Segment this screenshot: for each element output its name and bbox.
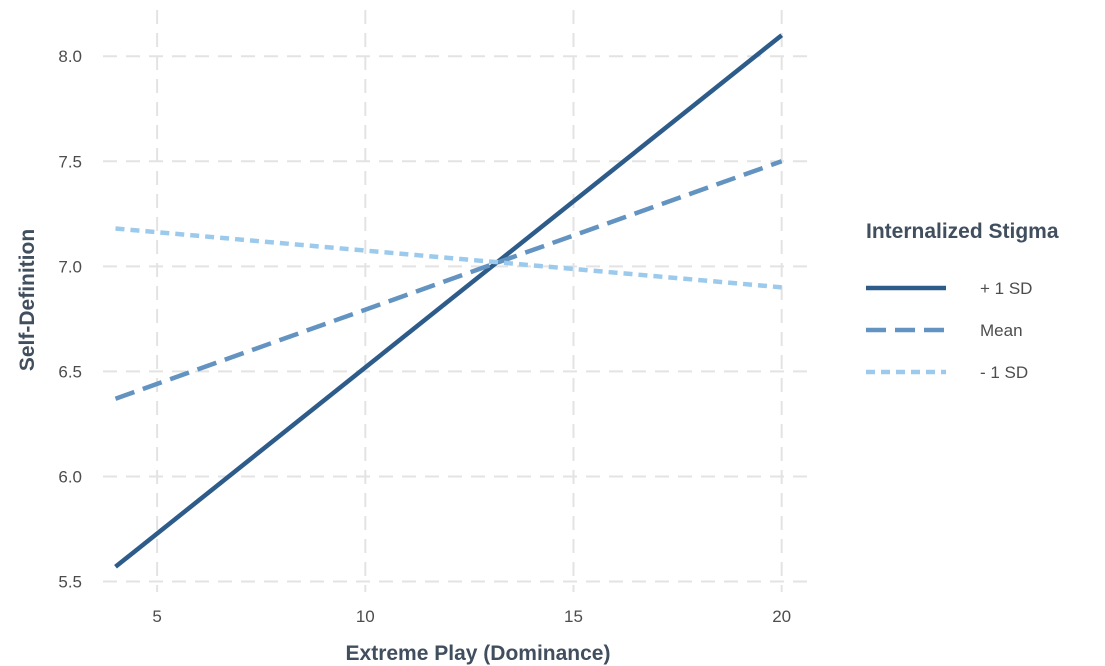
y-tick-label: 8.0 xyxy=(58,47,82,66)
grid xyxy=(103,10,815,592)
series-line-2 xyxy=(114,159,783,401)
y-tick-label: 6.0 xyxy=(58,467,82,486)
y-axis-title: Self-Definition xyxy=(16,229,39,371)
x-axis-ticks: 5 10 15 20 xyxy=(152,607,791,626)
x-tick-label: 20 xyxy=(772,607,791,626)
legend-label-2: Mean xyxy=(980,321,1023,340)
series-line-3 xyxy=(115,226,782,290)
legend-items: + 1 SD Mean - 1 SD xyxy=(866,279,1032,382)
y-tick-label: 7.5 xyxy=(58,152,82,171)
x-tick-label: 15 xyxy=(564,607,583,626)
x-tick-label: 5 xyxy=(152,607,161,626)
y-tick-label: 7.0 xyxy=(58,257,82,276)
y-tick-label: 5.5 xyxy=(58,572,82,591)
series-line-1 xyxy=(114,33,784,569)
x-axis-title: Extreme Play (Dominance) xyxy=(346,642,611,665)
x-tick-label: 10 xyxy=(356,607,375,626)
series-layer xyxy=(114,33,784,569)
legend: Internalized Stigma + 1 SD Mean - 1 SD xyxy=(866,220,1059,382)
legend-title: Internalized Stigma xyxy=(866,220,1059,243)
y-axis-ticks: 5.5 6.0 6.5 7.0 7.5 8.0 xyxy=(58,47,82,591)
legend-label-3: - 1 SD xyxy=(980,363,1028,382)
legend-label-1: + 1 SD xyxy=(980,279,1032,298)
y-tick-label: 6.5 xyxy=(58,362,82,381)
